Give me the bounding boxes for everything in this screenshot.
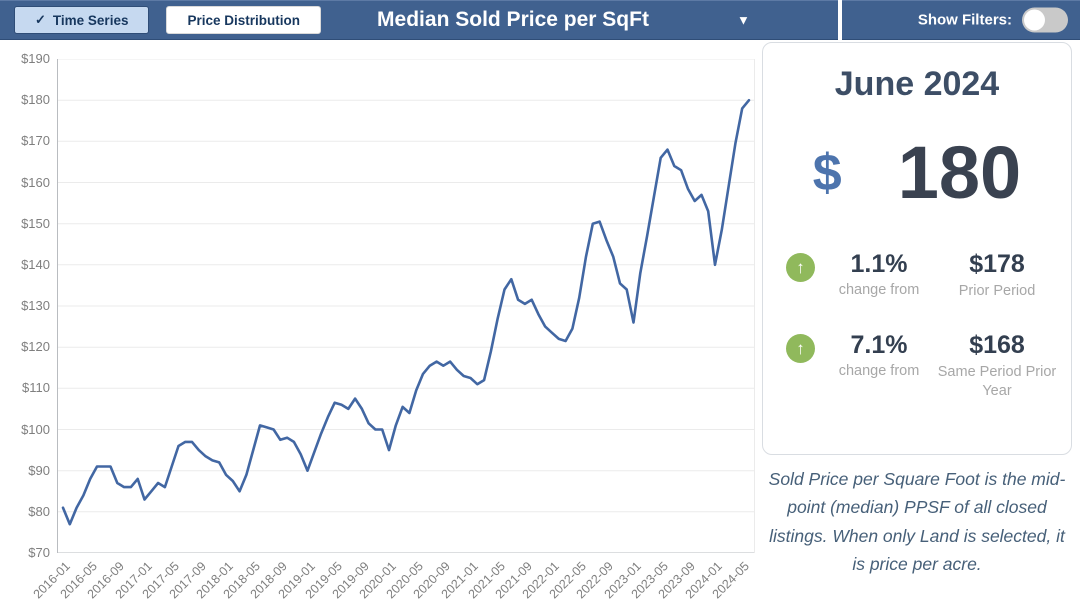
y-tick-label: $170 <box>21 133 50 149</box>
stat-prior-year: ↑ 7.1% change from $168 Same Period Prio… <box>763 331 1071 401</box>
main-content: $70 $80 $90 $100 $110 $120 $130 $140 $150 $160 $17… <box>0 40 1080 616</box>
tab-price-distribution[interactable]: Price Distribution <box>166 6 321 34</box>
y-tick-label: $160 <box>21 174 50 190</box>
page-title: Median Sold Price per SqFt <box>377 8 649 31</box>
tab-time-series-label: Time Series <box>52 12 129 28</box>
currency-symbol: $ <box>812 144 842 202</box>
stat-amount-caption: Same Period Prior Year <box>937 363 1057 399</box>
y-tick-label: $130 <box>21 298 50 313</box>
stat-amount-caption: Prior Period <box>958 283 1036 299</box>
y-tick-label: $70 <box>28 545 50 560</box>
summary-period: June 2024 <box>834 65 1000 103</box>
tab-price-distribution-label: Price Distribution <box>187 12 300 28</box>
toggle-knob <box>1024 9 1045 31</box>
stat-percent: 7.1% <box>850 330 908 359</box>
y-tick-label: $110 <box>22 380 50 396</box>
price-line <box>61 98 751 526</box>
stat-amount: $168 <box>969 330 1025 359</box>
summary-card: June 2024 $ 180 ↑ 1.1% change from $178 <box>762 42 1072 455</box>
summary-value: 180 <box>897 131 1022 214</box>
metric-description: Sold Price per Square Foot is the mid-po… <box>768 469 1066 575</box>
header-bar: ✓ Time Series Price Distribution Median … <box>0 0 1080 42</box>
y-tick-label: $100 <box>21 421 50 437</box>
show-filters-toggle[interactable] <box>1022 7 1068 33</box>
y-tick-label: $190 <box>21 51 50 66</box>
stat-caption: change from <box>838 362 920 379</box>
y-tick-label: $180 <box>21 92 50 108</box>
summary-panel: June 2024 $ 180 ↑ 1.1% change from $178 <box>758 40 1080 616</box>
summary-value-row: $ 180 <box>763 136 1071 210</box>
view-tabs: ✓ Time Series Price Distribution <box>14 6 321 34</box>
stat-prior-period: ↑ 1.1% change from $178 Prior Period <box>763 250 1071 301</box>
stat-percent: 1.1% <box>850 250 908 278</box>
chevron-down-icon[interactable]: ▼ <box>737 12 750 28</box>
check-icon: ✓ <box>35 12 46 27</box>
show-filters-label: Show Filters: <box>917 11 1012 29</box>
plot-area <box>57 59 755 553</box>
y-tick-label: $150 <box>21 215 50 231</box>
tab-time-series[interactable]: ✓ Time Series <box>14 6 150 34</box>
y-tick-label: $90 <box>28 462 50 478</box>
stat-amount: $178 <box>969 250 1025 278</box>
y-tick-label: $140 <box>21 256 50 272</box>
show-filters-control: Show Filters: <box>917 7 1068 33</box>
stat-caption: change from <box>838 282 920 298</box>
up-arrow-icon: ↑ <box>786 333 815 363</box>
header-divider <box>838 0 842 42</box>
y-tick-label: $80 <box>28 503 50 519</box>
y-tick-label: $120 <box>21 339 50 355</box>
time-series-chart: $70 $80 $90 $100 $110 $120 $130 $140 $150 $160 $17… <box>0 40 758 616</box>
up-arrow-icon: ↑ <box>786 253 815 282</box>
